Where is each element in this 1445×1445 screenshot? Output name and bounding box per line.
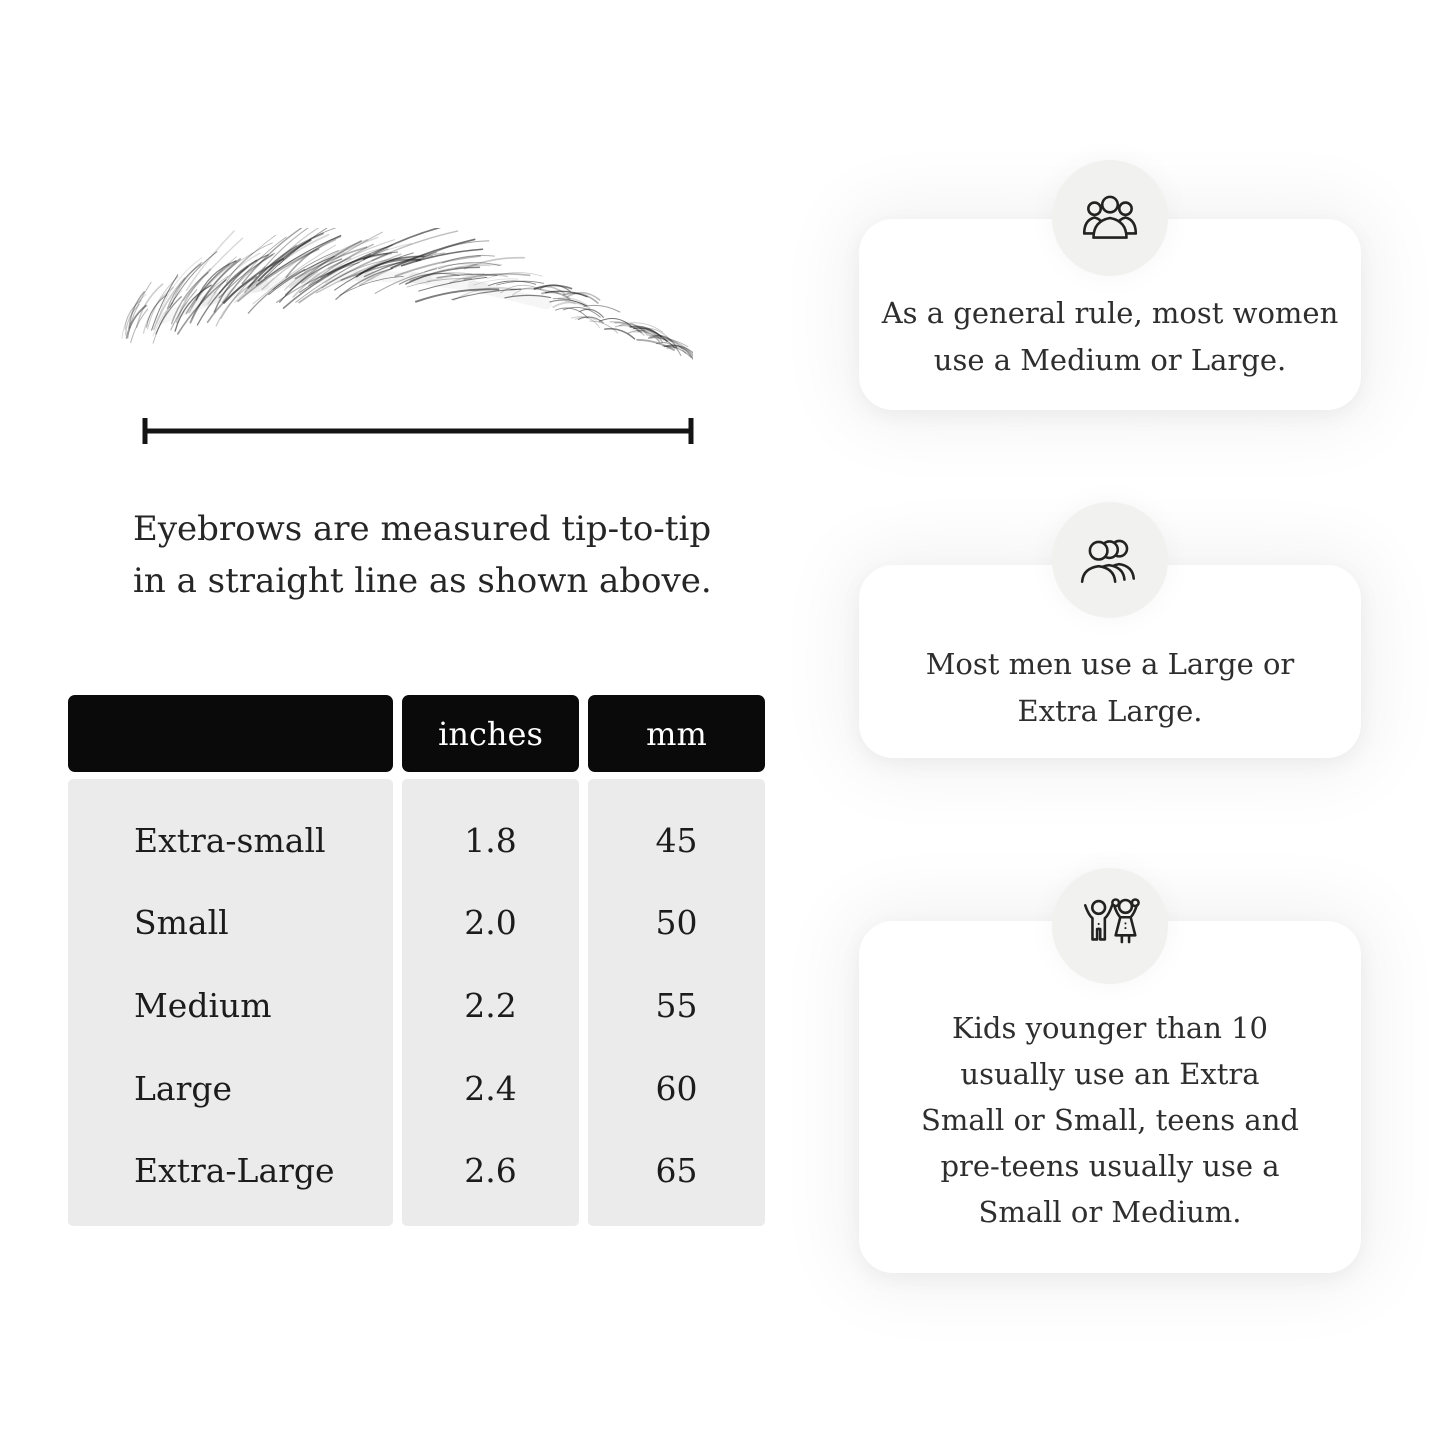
card-text-line: As a general rule, most women — [881, 296, 1339, 330]
card-text-line: Most men use a Large or — [925, 647, 1295, 681]
mm-value: 60 — [655, 1068, 698, 1108]
inches-value: 2.0 — [464, 903, 517, 943]
size-label: Large — [134, 1068, 233, 1108]
table-header-inches: inches — [402, 695, 579, 772]
caption-line: Eyebrows are measured tip-to-tip — [133, 509, 712, 549]
table-column-inches: 1.8 2.0 2.2 2.4 2.6 — [402, 779, 579, 1226]
table-column-labels: Extra-small Small Medium Large Extra-Lar… — [68, 779, 393, 1226]
card-text: As a general rule, most women use a Medi… — [875, 290, 1345, 384]
measurement-line — [138, 414, 698, 448]
table-header-mm: mm — [588, 695, 765, 772]
mm-value: 55 — [655, 985, 698, 1025]
mm-value: 65 — [655, 1151, 698, 1191]
mm-value: 50 — [655, 903, 698, 943]
mm-value: 45 — [655, 820, 698, 860]
caption-line: in a straight line as shown above. — [133, 561, 712, 601]
size-label: Medium — [134, 985, 272, 1025]
card-text-line: Extra Large. — [1017, 694, 1203, 728]
card-text-line: pre-teens usually use a — [940, 1149, 1280, 1183]
card-text-line: use a Medium or Large. — [933, 343, 1287, 377]
men-group-icon — [1052, 502, 1168, 618]
card-text-line: Small or Small, teens and — [921, 1103, 1299, 1137]
size-label: Small — [134, 903, 229, 943]
card-text-line: Small or Medium. — [978, 1195, 1242, 1229]
table-column-mm: 45 50 55 60 65 — [588, 779, 765, 1226]
eyebrow-illustration — [118, 215, 700, 380]
kids-icon — [1052, 868, 1168, 984]
measurement-caption: Eyebrows are measured tip-to-tip in a st… — [133, 503, 793, 607]
card-text: Kids younger than 10 usually use an Extr… — [875, 1005, 1345, 1235]
card-text-line: usually use an Extra — [960, 1057, 1260, 1091]
card-text: Most men use a Large or Extra Large. — [875, 641, 1345, 735]
inches-value: 2.2 — [464, 985, 517, 1025]
women-group-icon — [1052, 160, 1168, 276]
kids-info-card: Kids younger than 10 usually use an Extr… — [859, 921, 1361, 1273]
inches-value: 2.4 — [464, 1068, 517, 1108]
inches-value: 1.8 — [464, 820, 517, 860]
size-label: Extra-Large — [134, 1151, 335, 1191]
inches-value: 2.6 — [464, 1151, 517, 1191]
size-label: Extra-small — [134, 820, 326, 860]
card-text-line: Kids younger than 10 — [951, 1011, 1269, 1045]
table-header-name — [68, 695, 393, 772]
size-table: inches mm Extra-small Small Medium Large… — [68, 695, 765, 1226]
